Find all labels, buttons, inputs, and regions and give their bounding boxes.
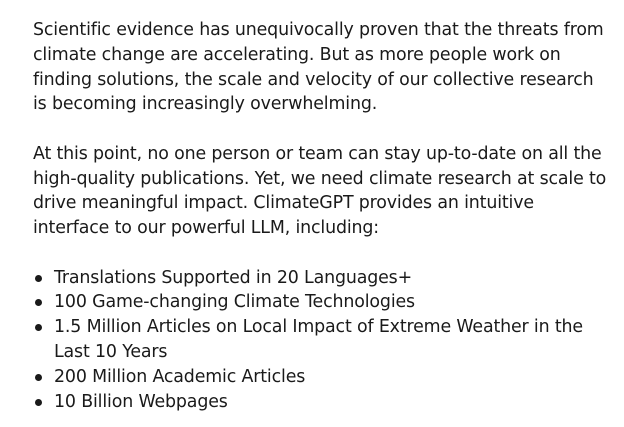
bullet-icon: [35, 398, 42, 406]
list-item: 10 Billion Webpages: [33, 390, 608, 415]
bullet-icon: [35, 324, 42, 332]
list-item: Translations Supported in 20 Languages+: [33, 266, 608, 291]
list-item-text: 200 Million Academic Articles: [54, 366, 306, 387]
bullet-icon: [35, 274, 42, 282]
list-item-text: 1.5 Million Articles on Local Impact of …: [54, 317, 583, 362]
list-item: 100 Game-changing Climate Technologies: [33, 290, 608, 315]
list-item-text: 100 Game-changing Climate Technologies: [54, 292, 415, 313]
article-body: Scientific evidence has unequivocally pr…: [33, 18, 608, 414]
intro-paragraph-2: At this point, no one person or team can…: [33, 143, 607, 239]
feature-list: Translations Supported in 20 Languages+ …: [33, 266, 608, 415]
intro-paragraph-1: Scientific evidence has unequivocally pr…: [33, 20, 604, 115]
list-item-text: Translations Supported in 20 Languages+: [54, 267, 413, 288]
bullet-icon: [35, 373, 42, 381]
list-item-text: 10 Billion Webpages: [54, 391, 228, 412]
list-item: 1.5 Million Articles on Local Impact of …: [33, 315, 608, 365]
list-item: 200 Million Academic Articles: [33, 365, 608, 390]
bullet-icon: [35, 299, 42, 307]
